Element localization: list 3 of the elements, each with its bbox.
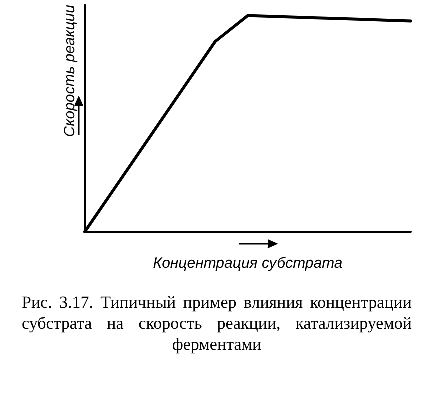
text: Рис. 3.17. Типичный пример влияния концентрации субстрата на скорость реакции, катализируемой ферментами: [22, 292, 412, 355]
y-axis-title: Скорость реакции: [62, 4, 78, 138]
x-axis-title: Концентрация субстрата: [153, 255, 343, 272]
